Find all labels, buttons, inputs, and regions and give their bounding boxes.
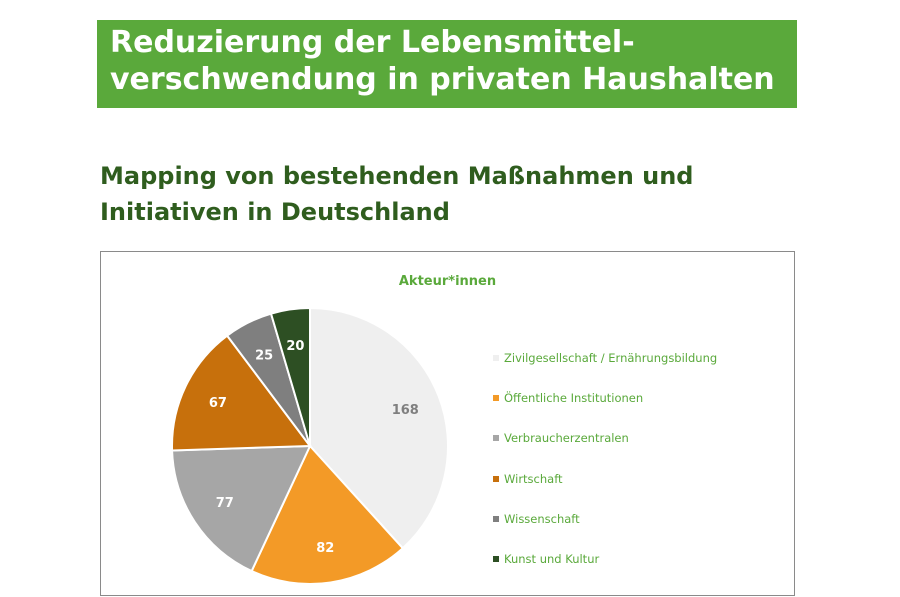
legend-swatch-2 bbox=[493, 435, 499, 442]
pie-data-label-5: 20 bbox=[286, 339, 304, 354]
pie-chart: Akteur*innen 168 82 77 67 25 20 Zivilgesellsc… bbox=[100, 251, 795, 596]
legend-entry-4: Wissenschaft bbox=[493, 499, 717, 539]
subtitle: Mapping von bestehenden Maßnahmen und In… bbox=[100, 158, 693, 230]
pie-data-label-1: 82 bbox=[316, 541, 334, 556]
legend-entry-0: Zivilgesellschaft / Ernährungsbildung bbox=[493, 338, 717, 378]
legend-label-1: Öffentliche Institutionen bbox=[504, 391, 644, 406]
subtitle-line-1: Mapping von bestehenden Maßnahmen und bbox=[100, 162, 694, 190]
pie-slice-2 bbox=[171, 444, 312, 573]
title-line-1: Reduzierung der Lebensmittel- bbox=[110, 25, 635, 60]
legend-label-3: Wirtschaft bbox=[504, 471, 563, 486]
legend-swatch-5 bbox=[493, 556, 499, 563]
pie-slice-1 bbox=[250, 444, 405, 585]
title-line-2: verschwendung in privaten Haushalten bbox=[110, 62, 775, 97]
legend-swatch-3 bbox=[493, 475, 499, 482]
pie-data-label-3: 67 bbox=[209, 396, 227, 411]
legend-swatch-4 bbox=[493, 515, 499, 522]
pie-slice-5 bbox=[269, 306, 311, 447]
legend-swatch-0 bbox=[493, 355, 499, 362]
legend-entry-1: Öffentliche Institutionen bbox=[493, 378, 717, 418]
pie-slice-3 bbox=[171, 334, 312, 452]
title-banner: Reduzierung der Lebensmittel- verschwend… bbox=[97, 20, 797, 108]
legend-entry-3: Wirtschaft bbox=[493, 459, 717, 499]
pie-data-label-4: 25 bbox=[255, 349, 273, 364]
pie-data-label-2: 77 bbox=[216, 496, 234, 511]
pie-slice-0 bbox=[309, 306, 449, 550]
subtitle-line-2: Initiativen in Deutschland bbox=[100, 198, 450, 226]
legend-label-0: Zivilgesellschaft / Ernährungsbildung bbox=[504, 351, 718, 366]
legend-label-4: Wissenschaft bbox=[504, 511, 580, 526]
chart-title: Akteur*innen bbox=[398, 274, 497, 289]
legend-entry-5: Kunst und Kultur bbox=[493, 539, 717, 579]
legend-entry-2: Verbraucherzentralen bbox=[493, 418, 717, 458]
chart-legend: Zivilgesellschaft / Ernährungsbildung Öff… bbox=[493, 338, 717, 579]
pie-chart-svg: 168 82 77 67 25 20 bbox=[171, 306, 449, 585]
legend-label-2: Verbraucherzentralen bbox=[504, 431, 629, 446]
legend-swatch-1 bbox=[493, 395, 499, 402]
pie-data-label-0: 168 bbox=[392, 403, 419, 418]
legend-label-5: Kunst und Kultur bbox=[504, 552, 600, 567]
